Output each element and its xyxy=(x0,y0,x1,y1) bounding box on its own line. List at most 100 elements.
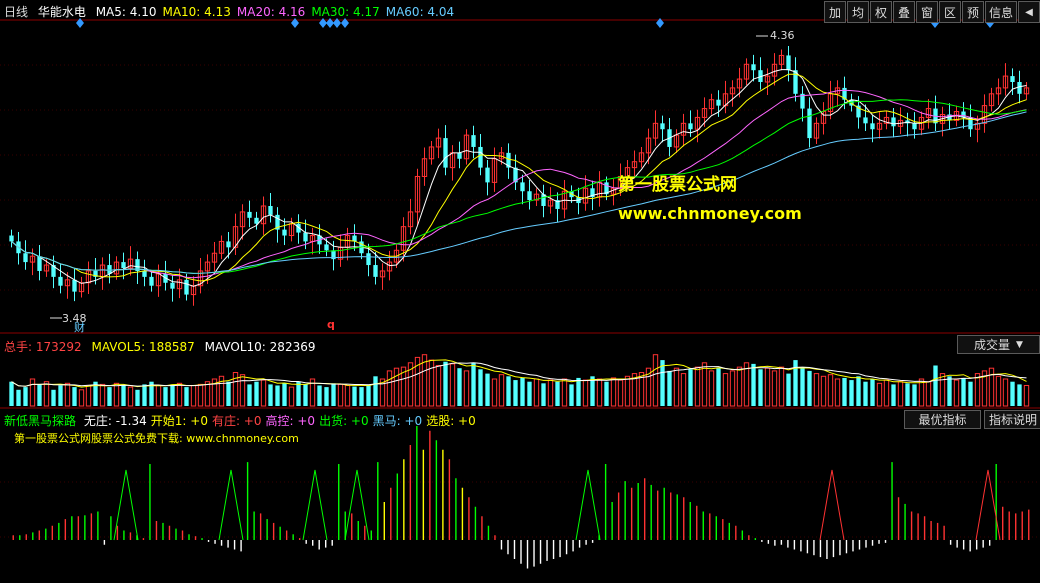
candle-body xyxy=(204,261,211,272)
toolbar-button[interactable]: 区 xyxy=(939,1,961,23)
volume-bar xyxy=(638,372,645,407)
volume-bar xyxy=(491,378,498,407)
volume-bar xyxy=(793,360,798,406)
q-marker[interactable]: q xyxy=(327,318,335,331)
candle-body xyxy=(170,282,175,289)
volume-bar xyxy=(758,369,763,406)
volume-bar xyxy=(471,362,476,406)
period-label: 日线 xyxy=(4,5,29,19)
toolbar-button[interactable]: 均 xyxy=(847,1,869,23)
candle-body xyxy=(324,244,329,251)
candle-body xyxy=(485,167,490,183)
candle-body xyxy=(218,240,225,254)
candle-body xyxy=(680,122,687,136)
volume-bar xyxy=(99,383,106,407)
candle-body xyxy=(582,187,589,204)
indicator-header: 新低黑马探路 无庄: -1.34 开始1: +0 有庄: +0 高控: +0 出货: +… xyxy=(4,412,486,429)
volume-bar xyxy=(176,382,183,407)
indicator-note: 第一股票公式网股票公式免费下载: www.chnmoney.com xyxy=(14,432,299,445)
candle-body xyxy=(366,253,371,266)
candle-body xyxy=(520,182,525,192)
volume-bar xyxy=(303,384,308,406)
candle-body xyxy=(968,117,973,130)
volume-bar xyxy=(520,377,525,406)
candle-body xyxy=(555,200,560,209)
candle-body xyxy=(37,256,42,271)
indicator-spike xyxy=(975,469,1001,541)
candle-body xyxy=(93,270,98,277)
mavol10-label: MAVOL10: xyxy=(204,340,266,354)
candle-body xyxy=(688,123,693,130)
candle-body xyxy=(135,259,140,271)
volume-bar xyxy=(807,370,812,406)
volume-bar xyxy=(751,363,756,406)
volume-bar xyxy=(163,387,168,406)
toolbar-button[interactable]: 窗 xyxy=(916,1,938,23)
toolbar-button[interactable]: 预 xyxy=(962,1,984,23)
volume-bar xyxy=(590,376,595,406)
price-header: 日线 华能水电 MA5: 4.10 MA10: 4.13 MA20: 4.16 MA3… xyxy=(4,3,466,20)
volume-bar xyxy=(121,385,126,406)
volume-bar xyxy=(85,384,92,407)
signal-diamond xyxy=(326,18,334,28)
candle-body xyxy=(247,211,252,218)
candle-body xyxy=(491,158,498,183)
indicator-spike xyxy=(302,469,328,541)
volume-bar xyxy=(533,378,540,407)
volume-bar xyxy=(463,370,470,407)
toolbar-button[interactable]: 叠 xyxy=(893,1,915,23)
candle-body xyxy=(771,63,778,77)
volume-bar xyxy=(905,383,910,406)
candle-body xyxy=(645,137,652,154)
mavol10-value: 282369 xyxy=(269,340,316,354)
volume-bar xyxy=(968,381,973,406)
volume-bar xyxy=(226,381,231,406)
candle-body xyxy=(758,70,763,82)
volume-bar xyxy=(317,385,322,406)
volume-bar xyxy=(1023,384,1030,407)
volume-selector[interactable]: 成交量 ▼ xyxy=(957,335,1040,354)
volume-bar xyxy=(729,370,736,407)
ma-legend-item: MA5: 4.10 xyxy=(95,5,157,19)
candle-body xyxy=(527,191,532,201)
volume-bar xyxy=(414,356,421,407)
candle-body xyxy=(638,152,645,163)
collapse-arrow-icon[interactable]: ◀ xyxy=(1018,1,1040,23)
volume-bar xyxy=(673,367,680,407)
candle-body xyxy=(716,99,721,106)
volume-bar xyxy=(617,379,624,407)
toolbar-button[interactable]: 权 xyxy=(870,1,892,23)
toolbar-button[interactable]: 信息 xyxy=(985,1,1017,23)
indicator-help-button[interactable]: 指标说明 xyxy=(984,410,1040,429)
volume-bar xyxy=(142,384,147,406)
indicator-item: 有庄: +0 xyxy=(211,414,262,428)
volume-bar xyxy=(449,363,456,407)
volume-bar xyxy=(282,383,287,406)
volume-bar xyxy=(78,389,85,407)
candle-body xyxy=(58,276,63,286)
candle-body xyxy=(226,241,231,248)
indicator-name: 新低黑马探路 xyxy=(4,414,77,428)
volume-bar xyxy=(309,378,316,407)
volume-bar xyxy=(155,384,162,407)
candle-body xyxy=(1023,87,1030,95)
volume-bar xyxy=(37,384,42,406)
toolbar-button[interactable]: 加 xyxy=(824,1,846,23)
candle-body xyxy=(282,229,287,236)
candle-body xyxy=(303,232,308,242)
candle-body xyxy=(974,122,981,130)
volume-bar xyxy=(149,381,154,406)
volume-bar xyxy=(771,370,778,407)
candle-body xyxy=(547,199,554,207)
candle-body xyxy=(113,261,120,275)
volume-bar xyxy=(135,389,140,406)
volume-bar xyxy=(275,385,280,406)
candle-body xyxy=(155,273,162,287)
total-volume-value: 173292 xyxy=(35,340,82,354)
best-indicator-button[interactable]: 最优指标 xyxy=(904,410,981,429)
volume-bar xyxy=(337,383,344,407)
candle-body xyxy=(652,122,659,139)
finance-marker[interactable]: 财 xyxy=(74,321,85,334)
volume-bar xyxy=(891,384,896,406)
